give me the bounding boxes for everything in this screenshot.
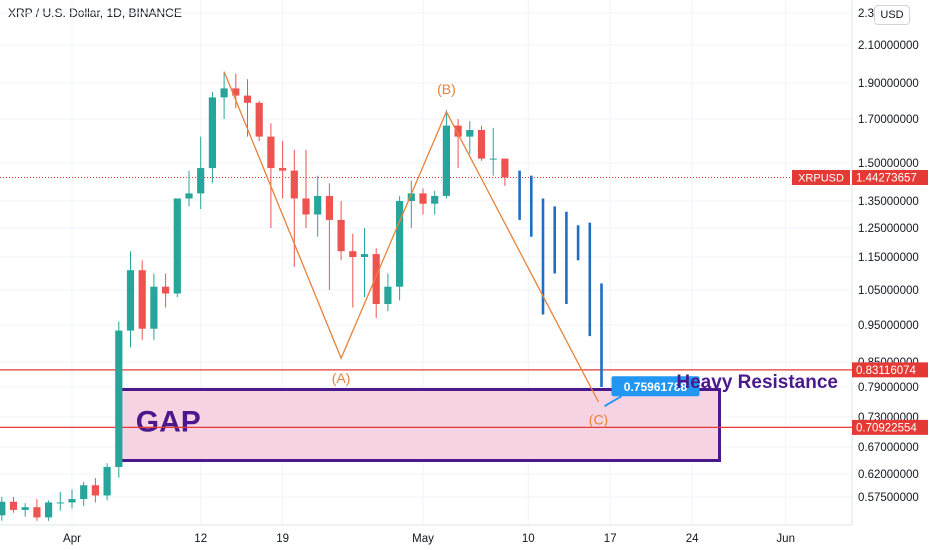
pattern-line bbox=[223, 71, 600, 403]
candle-up bbox=[466, 130, 474, 137]
candle-down bbox=[9, 501, 18, 510]
time-tick-label: 17 bbox=[604, 533, 617, 545]
pattern-label: (C) bbox=[589, 412, 608, 428]
price-tick-label: 0.67000000 bbox=[858, 442, 919, 454]
candle-up bbox=[407, 193, 415, 201]
time-tick-label: 19 bbox=[276, 533, 289, 545]
candle-up bbox=[396, 201, 404, 287]
candle-up bbox=[314, 195, 322, 215]
price-tick-label: 0.79000000 bbox=[858, 382, 919, 394]
level-price-tag-text: 0.70922554 bbox=[856, 422, 917, 434]
level-price-tag bbox=[852, 419, 928, 435]
price-tick-label: 1.05000000 bbox=[858, 285, 919, 297]
candle-down bbox=[33, 507, 41, 518]
candle-up bbox=[173, 198, 181, 294]
callout-pointer bbox=[603, 395, 623, 408]
candle-down bbox=[232, 88, 240, 96]
time-tick-label: May bbox=[412, 533, 434, 545]
candle-up bbox=[126, 270, 135, 331]
price-callout-text: 0.75961788 bbox=[624, 380, 688, 394]
symbol-tag-text: XRPUSD bbox=[798, 173, 844, 185]
price-tick-label: 2.3 bbox=[858, 8, 874, 20]
candle-up bbox=[489, 158, 497, 160]
heavy-resistance-label: Heavy Resistance bbox=[676, 372, 838, 393]
candle-up bbox=[56, 502, 64, 504]
price-axis[interactable]: 0.575000000.620000000.670000000.73000000… bbox=[792, 8, 928, 504]
candle-down bbox=[477, 130, 486, 159]
candle-up bbox=[360, 254, 369, 257]
candle-up bbox=[185, 193, 193, 199]
candle-down bbox=[290, 170, 298, 199]
price-tick-label: 0.57500000 bbox=[858, 492, 919, 504]
candle-up bbox=[21, 507, 29, 510]
price-tick-label: 1.50000000 bbox=[858, 158, 919, 170]
time-axis[interactable]: Apr 12 19 May 10 17 24 Jun bbox=[63, 533, 795, 545]
price-tick-label: 1.90000000 bbox=[858, 78, 919, 90]
candle-up bbox=[197, 168, 205, 194]
time-tick-label: Jun bbox=[776, 533, 795, 545]
time-tick-label: 10 bbox=[522, 533, 535, 545]
time-tick-label: Apr bbox=[63, 533, 81, 545]
candle-down bbox=[501, 158, 509, 178]
candle-up bbox=[115, 330, 123, 467]
pattern-label: (B) bbox=[437, 81, 456, 97]
time-tick-label: 24 bbox=[686, 533, 699, 545]
gap-label: GAP bbox=[136, 406, 201, 439]
price-tick-label: 1.15000000 bbox=[858, 252, 919, 264]
currency-badge[interactable]: USD bbox=[874, 5, 910, 25]
price-tick-label: 0.95000000 bbox=[858, 320, 919, 332]
horizontal-levels bbox=[0, 177, 852, 428]
abc-pattern: (A) (B) (C) bbox=[223, 71, 608, 428]
level-price-tag-text: 0.83116074 bbox=[856, 365, 917, 377]
candle-up bbox=[208, 97, 216, 169]
candle-up bbox=[0, 501, 6, 516]
candle-down bbox=[279, 168, 287, 171]
symbol-tag bbox=[792, 170, 850, 186]
gap-box bbox=[116, 388, 722, 462]
candle-down bbox=[419, 193, 427, 204]
candle-up bbox=[45, 502, 53, 518]
candle-down bbox=[372, 254, 380, 304]
price-tick-label: 2.10000000 bbox=[858, 40, 919, 52]
candle-down bbox=[138, 270, 146, 329]
time-tick-label: 12 bbox=[194, 533, 207, 545]
candle-up bbox=[220, 88, 228, 98]
price-tick-label: 1.35000000 bbox=[858, 196, 919, 208]
candle-down bbox=[349, 251, 357, 257]
projection-bars bbox=[518, 170, 603, 387]
price-tick-label: 0.62000000 bbox=[858, 469, 919, 481]
candle-up bbox=[150, 286, 158, 329]
level-price-tag bbox=[852, 362, 928, 378]
candle-up bbox=[431, 195, 439, 204]
price-callout bbox=[611, 376, 700, 397]
candle-down bbox=[162, 286, 170, 294]
gap-layer: GAP bbox=[116, 388, 722, 462]
current-price-tag-text: 1.44273657 bbox=[856, 173, 917, 185]
candle-down bbox=[91, 485, 99, 496]
candle-down bbox=[243, 95, 252, 103]
candle-up bbox=[68, 499, 76, 503]
candle-down bbox=[267, 136, 275, 169]
current-price-tag bbox=[852, 170, 928, 186]
candle-up bbox=[384, 286, 392, 304]
candle-down bbox=[302, 198, 310, 215]
candle-down bbox=[325, 195, 333, 220]
pattern-label: (A) bbox=[332, 370, 351, 386]
candle-down bbox=[337, 219, 345, 252]
candles bbox=[0, 71, 509, 521]
candle-up bbox=[442, 125, 450, 196]
candle-down bbox=[255, 102, 263, 137]
price-tick-label: 1.70000000 bbox=[858, 114, 919, 126]
price-tick-label: 1.25000000 bbox=[858, 223, 919, 235]
candle-up bbox=[80, 485, 88, 500]
candle-up bbox=[103, 466, 111, 496]
candle-down bbox=[454, 125, 462, 137]
